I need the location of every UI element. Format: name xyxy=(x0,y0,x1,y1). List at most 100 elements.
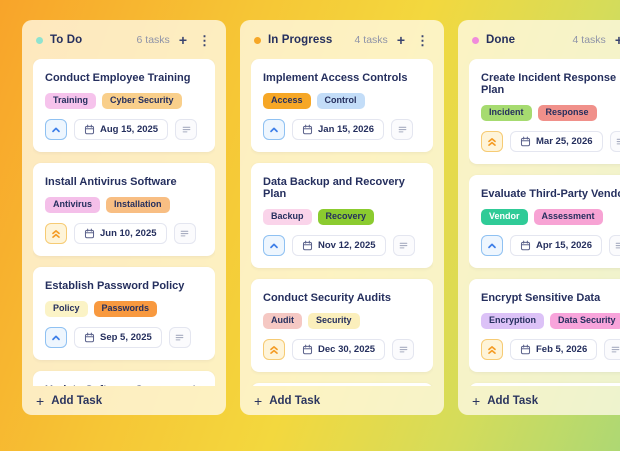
notes-button[interactable] xyxy=(391,119,413,140)
notes-button[interactable] xyxy=(604,339,620,360)
task-card[interactable]: Install Antivirus Software Antivirus Inst… xyxy=(33,163,215,256)
tag-list: Policy Passwords xyxy=(45,301,203,317)
notes-icon xyxy=(399,242,408,249)
column-menu-button[interactable]: ⋮ xyxy=(414,34,431,47)
task-card[interactable]: Implement Access Controls Access Control … xyxy=(251,59,433,152)
task-meta-row: Jan 15, 2026 xyxy=(263,119,421,140)
due-date-chip[interactable]: Apr 15, 2026 xyxy=(510,235,602,256)
add-card-button[interactable]: + xyxy=(177,33,189,47)
due-date-chip[interactable]: Sep 5, 2025 xyxy=(74,327,162,348)
priority-high-icon xyxy=(52,127,60,132)
priority-button[interactable] xyxy=(263,235,285,256)
plus-icon: + xyxy=(178,32,187,48)
due-date-text: Aug 15, 2025 xyxy=(100,124,159,135)
priority-urgent-icon xyxy=(52,229,60,238)
task-card[interactable]: Establish Password Policy Policy Password… xyxy=(33,267,215,360)
task-card[interactable]: Create Incident Response Plan Incident Re… xyxy=(469,59,620,164)
notes-button[interactable] xyxy=(392,339,415,360)
priority-button[interactable] xyxy=(45,119,67,140)
add-task-label: Add Task xyxy=(269,395,321,407)
status-dot-icon xyxy=(36,36,43,44)
notes-button[interactable] xyxy=(175,119,198,140)
add-task-button[interactable]: + Add Task xyxy=(469,386,620,408)
notes-button[interactable] xyxy=(609,131,620,152)
tag-chip: Response xyxy=(537,105,597,121)
tag-chip: Antivirus xyxy=(45,197,101,213)
task-meta-row: Dec 30, 2025 xyxy=(263,339,421,360)
card-list: Implement Access Controls Access Control … xyxy=(251,59,433,386)
priority-button[interactable] xyxy=(481,339,503,360)
tag-chip: Encryption xyxy=(481,313,545,329)
priority-button[interactable] xyxy=(263,339,285,360)
priority-button[interactable] xyxy=(45,327,67,348)
priority-button[interactable] xyxy=(263,119,285,140)
due-date-text: Dec 30, 2025 xyxy=(318,344,376,355)
kebab-menu-icon: ⋮ xyxy=(198,32,211,48)
tag-chip: Data Security xyxy=(550,313,620,329)
priority-urgent-icon xyxy=(488,345,496,354)
column-menu-button[interactable]: ⋮ xyxy=(196,34,213,47)
plus-icon: + xyxy=(472,393,481,409)
add-task-button[interactable]: + Add Task xyxy=(33,386,215,408)
card-list: Conduct Employee Training Training Cyber … xyxy=(33,59,215,386)
calendar-icon xyxy=(520,136,531,147)
due-date-chip[interactable]: Jan 15, 2026 xyxy=(292,119,384,140)
tag-list: Training Cyber Security xyxy=(45,93,203,109)
kanban-column: In Progress 4 tasks + ⋮ Implement Access… xyxy=(240,20,444,415)
due-date-chip[interactable]: Jun 10, 2025 xyxy=(74,223,167,244)
task-meta-row: Apr 15, 2026 xyxy=(481,235,620,256)
notes-icon xyxy=(616,242,620,249)
due-date-text: Sep 5, 2025 xyxy=(100,332,152,343)
tag-list: Access Control xyxy=(263,93,421,109)
priority-button[interactable] xyxy=(45,223,67,244)
task-title: Conduct Employee Training xyxy=(45,72,191,84)
notes-button[interactable] xyxy=(168,327,191,348)
notes-button[interactable] xyxy=(608,235,620,256)
due-date-chip[interactable]: Nov 12, 2025 xyxy=(292,235,386,256)
add-card-button[interactable]: + xyxy=(395,33,407,47)
tag-chip: Vendor xyxy=(481,209,528,225)
task-title: Install Antivirus Software xyxy=(45,176,177,188)
task-card[interactable]: Conduct Security Audits Audit Security De… xyxy=(251,279,433,372)
task-meta-row: Nov 12, 2025 xyxy=(263,235,421,256)
notes-button[interactable] xyxy=(173,223,196,244)
notes-button[interactable] xyxy=(392,235,415,256)
notes-icon xyxy=(175,334,184,341)
task-card[interactable]: Physical Security Measures PhysicalSecur… xyxy=(469,383,620,386)
add-task-button[interactable]: + Add Task xyxy=(251,386,433,408)
due-date-chip[interactable]: Dec 30, 2025 xyxy=(292,339,386,360)
due-date-text: Nov 12, 2025 xyxy=(318,240,376,251)
add-task-label: Add Task xyxy=(487,395,539,407)
task-title: Create Incident Response Plan xyxy=(481,72,617,96)
notes-icon xyxy=(616,138,620,145)
task-title: Update Software Components xyxy=(45,384,203,386)
calendar-icon xyxy=(520,240,531,251)
task-card[interactable]: Conduct Employee Training Training Cyber … xyxy=(33,59,215,152)
tag-chip: Recovery xyxy=(317,209,375,225)
calendar-icon xyxy=(84,228,95,239)
due-date-chip[interactable]: Feb 5, 2026 xyxy=(510,339,598,360)
due-date-text: Jan 15, 2026 xyxy=(318,124,374,135)
notes-icon xyxy=(611,346,620,353)
calendar-icon xyxy=(302,240,313,251)
task-card[interactable]: Evaluate Third-Party Vendors Vendor Asses… xyxy=(469,175,620,268)
task-card[interactable]: Assess Compliance with Regulations Compl… xyxy=(251,383,433,386)
tag-chip: Assessment xyxy=(533,209,603,225)
tag-list: Encryption Data Security xyxy=(481,313,620,329)
notes-icon xyxy=(180,230,189,237)
due-date-chip[interactable]: Aug 15, 2025 xyxy=(74,119,169,140)
column-title: In Progress xyxy=(268,34,333,46)
column-header: To Do 6 tasks + ⋮ xyxy=(33,31,215,47)
notes-icon xyxy=(182,126,190,133)
task-card[interactable]: Data Backup and Recovery Plan Backup Reco… xyxy=(251,163,433,268)
task-card[interactable]: Encrypt Sensitive Data Encryption Data Se… xyxy=(469,279,620,372)
tag-chip: Incident xyxy=(481,105,532,121)
priority-button[interactable] xyxy=(481,131,503,152)
task-title: Data Backup and Recovery Plan xyxy=(263,176,405,200)
add-card-button[interactable]: + xyxy=(613,33,620,47)
due-date-chip[interactable]: Mar 25, 2026 xyxy=(510,131,603,152)
priority-high-icon xyxy=(52,335,60,340)
tag-list: Vendor Assessment xyxy=(481,209,620,225)
priority-button[interactable] xyxy=(481,235,503,256)
task-card[interactable]: Update Software Components UpdateSoftwar… xyxy=(33,371,215,386)
